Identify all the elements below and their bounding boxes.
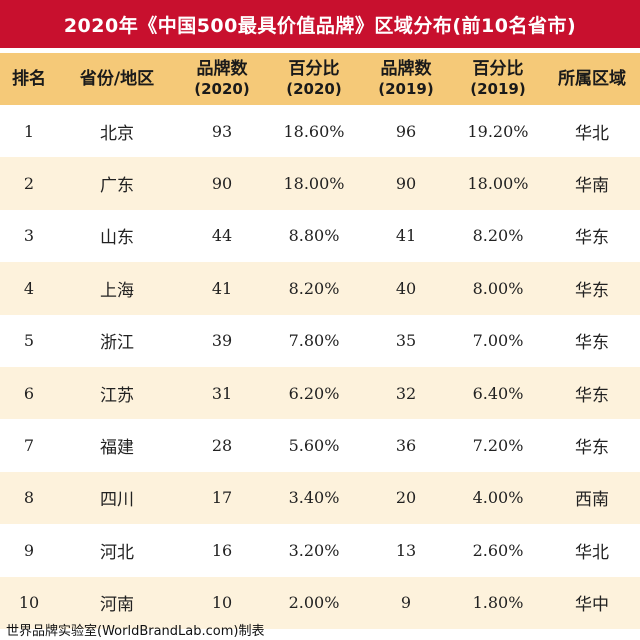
cell-rank: 5 xyxy=(23,331,35,351)
cell-count-2019: 36 xyxy=(395,436,417,456)
cell-pct-2020: 3.40% xyxy=(288,488,340,508)
cell-rank: 2 xyxy=(23,174,35,194)
cell-count-2020: 31 xyxy=(211,383,233,403)
cell-count-2019: 90 xyxy=(395,174,417,194)
cell-pct-2020: 8.80% xyxy=(288,226,340,246)
cell-province: 福建 xyxy=(100,438,134,459)
cell-pct-2019: 4.00% xyxy=(472,488,524,508)
header-pct-2019: 百分比 (2019) xyxy=(452,53,544,105)
cell-count-2020: 93 xyxy=(211,121,233,141)
header-pct-2020-label: 百分比 xyxy=(288,59,340,79)
header-count-2020-label: 品牌数 xyxy=(196,59,248,79)
cell-pct-2019: 18.00% xyxy=(467,174,529,194)
cell-province: 浙江 xyxy=(100,333,134,354)
cell-province: 河北 xyxy=(100,542,134,563)
cell-province: 广东 xyxy=(100,176,134,197)
cell-count-2020: 10 xyxy=(211,593,233,613)
cell-pct-2020: 18.60% xyxy=(283,121,345,141)
cell-count-2020: 17 xyxy=(211,488,233,508)
cell-pct-2020: 8.20% xyxy=(288,278,340,298)
header-region: 所属区域 xyxy=(558,69,626,89)
cell-region: 华东 xyxy=(575,333,609,354)
cell-count-2020: 28 xyxy=(211,436,233,456)
cell-region: 华东 xyxy=(575,280,609,301)
cell-pct-2019: 7.00% xyxy=(472,331,524,351)
cell-region: 华南 xyxy=(575,176,609,197)
cell-pct-2020: 3.20% xyxy=(288,540,340,560)
table-row: 4 上海 41 8.20% 40 8.00% 华东 xyxy=(0,262,640,315)
cell-rank: 8 xyxy=(23,488,35,508)
header-rank: 排名 xyxy=(12,69,46,89)
cell-province: 山东 xyxy=(100,228,134,249)
cell-region: 华北 xyxy=(575,123,609,144)
header-count-2019-label: 品牌数 xyxy=(380,59,432,79)
cell-region: 华中 xyxy=(575,595,609,616)
brand-region-table: 排名 省份/地区 品牌数 (2020) 百分比 (2020) 品牌数 (2019… xyxy=(0,53,640,629)
page-title: 2020年《中国500最具价值品牌》区域分布(前10名省市) xyxy=(0,0,640,48)
cell-province: 河南 xyxy=(100,595,134,616)
cell-rank: 10 xyxy=(18,593,40,613)
cell-count-2019: 32 xyxy=(395,383,417,403)
table-row: 9 河北 16 3.20% 13 2.60% 华北 xyxy=(0,524,640,577)
cell-pct-2019: 8.20% xyxy=(472,226,524,246)
cell-rank: 1 xyxy=(23,121,35,141)
header-province: 省份/地区 xyxy=(79,69,155,89)
cell-province: 北京 xyxy=(100,123,134,144)
cell-rank: 3 xyxy=(23,226,35,246)
header-pct-2020-year: (2020) xyxy=(286,80,342,98)
cell-province: 江苏 xyxy=(100,385,134,406)
cell-pct-2019: 2.60% xyxy=(472,540,524,560)
cell-count-2019: 20 xyxy=(395,488,417,508)
cell-count-2020: 16 xyxy=(211,540,233,560)
cell-region: 西南 xyxy=(575,490,609,511)
header-pct-2020: 百分比 (2020) xyxy=(268,53,360,105)
table-row: 2 广东 90 18.00% 90 18.00% 华南 xyxy=(0,157,640,210)
cell-region: 华北 xyxy=(575,542,609,563)
header-count-2019: 品牌数 (2019) xyxy=(360,53,452,105)
cell-province: 上海 xyxy=(100,280,134,301)
cell-pct-2020: 2.00% xyxy=(288,593,340,613)
cell-count-2020: 39 xyxy=(211,331,233,351)
cell-pct-2020: 5.60% xyxy=(288,436,340,456)
cell-pct-2019: 1.80% xyxy=(472,593,524,613)
cell-pct-2019: 8.00% xyxy=(472,278,524,298)
cell-province: 四川 xyxy=(100,490,134,511)
cell-pct-2019: 6.40% xyxy=(472,383,524,403)
cell-pct-2019: 19.20% xyxy=(467,121,529,141)
cell-region: 华东 xyxy=(575,228,609,249)
table-row: 8 四川 17 3.40% 20 4.00% 西南 xyxy=(0,471,640,525)
cell-count-2020: 90 xyxy=(211,174,233,194)
cell-rank: 6 xyxy=(23,383,35,403)
table-row: 6 江苏 31 6.20% 32 6.40% 华东 xyxy=(0,366,640,420)
cell-count-2020: 44 xyxy=(211,226,233,246)
cell-pct-2020: 18.00% xyxy=(283,174,345,194)
cell-count-2019: 13 xyxy=(395,540,417,560)
cell-count-2019: 40 xyxy=(395,278,417,298)
cell-region: 华东 xyxy=(575,385,609,406)
table-header-row: 排名 省份/地区 品牌数 (2020) 百分比 (2020) 品牌数 (2019… xyxy=(0,53,640,105)
table-row: 7 福建 28 5.60% 36 7.20% 华东 xyxy=(0,419,640,472)
cell-pct-2020: 6.20% xyxy=(288,383,340,403)
table-row: 3 山东 44 8.80% 41 8.20% 华东 xyxy=(0,209,640,263)
cell-rank: 7 xyxy=(23,436,35,456)
header-pct-2019-label: 百分比 xyxy=(472,59,524,79)
header-count-2020: 品牌数 (2020) xyxy=(176,53,268,105)
header-count-2020-year: (2020) xyxy=(194,80,250,98)
table-row: 5 浙江 39 7.80% 35 7.00% 华东 xyxy=(0,314,640,367)
cell-pct-2020: 7.80% xyxy=(288,331,340,351)
cell-count-2019: 9 xyxy=(400,593,412,613)
cell-count-2019: 41 xyxy=(395,226,417,246)
table-row: 1 北京 93 18.60% 96 19.20% 华北 xyxy=(0,105,640,158)
cell-region: 华东 xyxy=(575,438,609,459)
cell-rank: 4 xyxy=(23,278,35,298)
header-pct-2019-year: (2019) xyxy=(470,80,526,98)
cell-pct-2019: 7.20% xyxy=(472,436,524,456)
cell-rank: 9 xyxy=(23,540,35,560)
table-row: 10 河南 10 2.00% 9 1.80% 华中 xyxy=(0,576,640,629)
cell-count-2019: 96 xyxy=(395,121,417,141)
cell-count-2020: 41 xyxy=(211,278,233,298)
cell-count-2019: 35 xyxy=(395,331,417,351)
source-footnote: 世界品牌实验室(WorldBrandLab.com)制表 xyxy=(6,624,265,639)
header-count-2019-year: (2019) xyxy=(378,80,434,98)
